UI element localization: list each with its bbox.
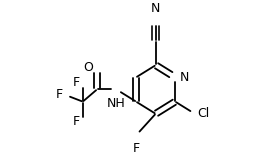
Text: F: F — [56, 88, 63, 101]
Text: N: N — [151, 2, 160, 15]
Text: F: F — [73, 76, 80, 89]
Text: Cl: Cl — [197, 107, 210, 120]
Text: F: F — [73, 115, 80, 128]
Text: NH: NH — [107, 97, 126, 109]
Text: N: N — [179, 71, 189, 84]
Text: O: O — [83, 61, 93, 74]
Text: F: F — [133, 142, 140, 155]
